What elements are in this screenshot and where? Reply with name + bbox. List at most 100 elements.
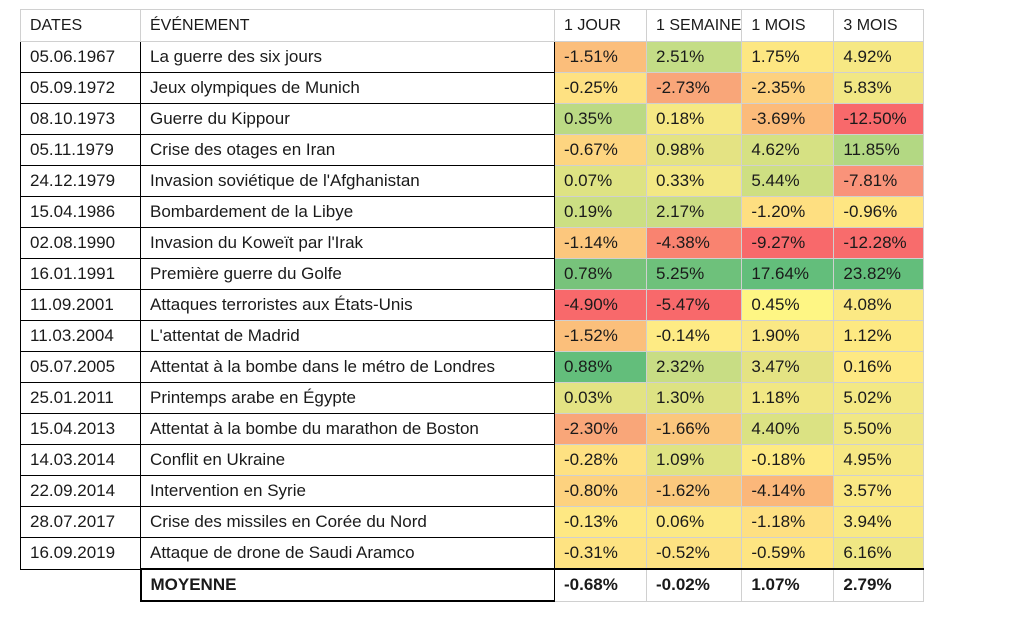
event-name: Attaques terroristes aux États-Unis xyxy=(140,289,555,321)
return-1-day: -0.31% xyxy=(554,537,647,570)
table-row: 15.04.1986 Bombardement de la Libye 0.19% 2… xyxy=(20,196,925,228)
return-1-month: -4.14% xyxy=(741,475,835,507)
event-date: 16.09.2019 xyxy=(20,537,141,570)
return-1-day: 0.88% xyxy=(554,351,647,383)
event-date: 24.12.1979 xyxy=(20,165,141,197)
return-3-months: -12.50% xyxy=(833,103,925,135)
return-1-month: 1.18% xyxy=(741,382,835,414)
return-1-day: 0.07% xyxy=(554,165,647,197)
header-event: ÉVÉNEMENT xyxy=(140,9,555,42)
event-name: Invasion du Koweït par l'Irak xyxy=(140,227,555,259)
return-1-week: -1.66% xyxy=(645,413,743,445)
return-1-week: 0.06% xyxy=(645,506,743,538)
header-1-day: 1 JOUR xyxy=(554,9,647,42)
event-name: La guerre des six jours xyxy=(140,41,555,73)
return-1-day: 0.78% xyxy=(554,258,647,290)
return-3-months: -7.81% xyxy=(833,165,925,197)
return-1-month: -0.18% xyxy=(741,444,835,476)
average-1-week: -0.02% xyxy=(645,568,743,602)
return-1-day: -0.28% xyxy=(554,444,647,476)
table-row: 02.08.1990 Invasion du Koweït par l'Irak -… xyxy=(20,227,925,259)
return-1-week: -1.62% xyxy=(645,475,743,507)
table-row: 08.10.1973 Guerre du Kippour 0.35% 0.18% -3.… xyxy=(20,103,925,135)
footer-spacer xyxy=(21,569,141,601)
return-1-week: 5.25% xyxy=(645,258,743,290)
return-1-month: 3.47% xyxy=(741,351,835,383)
return-1-week: 1.30% xyxy=(645,382,743,414)
average-1-month: 1.07% xyxy=(741,568,835,602)
event-date: 02.08.1990 xyxy=(20,227,141,259)
event-name: Attentat à la bombe du marathon de Bosto… xyxy=(140,413,555,445)
event-name: Conflit en Ukraine xyxy=(140,444,555,476)
average-label: MOYENNE xyxy=(139,568,555,602)
return-3-months: 3.57% xyxy=(833,475,925,507)
header-3-months: 3 MOIS xyxy=(833,9,925,42)
return-3-months: -12.28% xyxy=(833,227,925,259)
return-1-week: 0.33% xyxy=(645,165,743,197)
table-row: 11.03.2004 L'attentat de Madrid -1.52% -0.1… xyxy=(20,320,925,352)
table-row: 05.07.2005 Attentat à la bombe dans le mé… xyxy=(20,351,925,383)
return-1-week: 0.98% xyxy=(645,134,743,166)
table-row: 05.11.1979 Crise des otages en Iran -0.67%… xyxy=(20,134,925,166)
return-1-day: -1.14% xyxy=(554,227,647,259)
event-date: 11.09.2001 xyxy=(20,289,141,321)
event-date: 15.04.2013 xyxy=(20,413,141,445)
return-3-months: 5.50% xyxy=(833,413,925,445)
return-3-months: 4.08% xyxy=(833,289,925,321)
event-name: Invasion soviétique de l'Afghanistan xyxy=(140,165,555,197)
return-1-month: -3.69% xyxy=(741,103,835,135)
return-3-months: 5.02% xyxy=(833,382,925,414)
event-date: 05.06.1967 xyxy=(20,41,141,73)
events-returns-table: DATES ÉVÉNEMENT 1 JOUR 1 SEMAINE 1 MOIS … xyxy=(20,9,925,602)
return-1-day: -0.13% xyxy=(554,506,647,538)
return-1-month: 4.40% xyxy=(741,413,835,445)
return-1-week: -0.14% xyxy=(645,320,743,352)
return-3-months: 6.16% xyxy=(833,537,925,570)
return-3-months: 5.83% xyxy=(833,72,925,104)
event-date: 14.03.2014 xyxy=(20,444,141,476)
event-date: 08.10.1973 xyxy=(20,103,141,135)
event-date: 15.04.1986 xyxy=(20,196,141,228)
table-row: 15.04.2013 Attentat à la bombe du maratho… xyxy=(20,413,925,445)
return-1-month: 1.90% xyxy=(741,320,835,352)
return-1-day: -1.51% xyxy=(554,41,647,73)
event-name: Guerre du Kippour xyxy=(140,103,555,135)
event-date: 05.07.2005 xyxy=(20,351,141,383)
event-name: Attentat à la bombe dans le métro de Lon… xyxy=(140,351,555,383)
header-row: DATES ÉVÉNEMENT 1 JOUR 1 SEMAINE 1 MOIS … xyxy=(20,9,925,42)
table-row: 25.01.2011 Printemps arabe en Égypte 0.03%… xyxy=(20,382,925,414)
return-1-week: 1.09% xyxy=(645,444,743,476)
return-1-day: 0.35% xyxy=(554,103,647,135)
average-3-months: 2.79% xyxy=(833,568,925,602)
event-name: Crise des otages en Iran xyxy=(140,134,555,166)
table-row: 11.09.2001 Attaques terroristes aux États… xyxy=(20,289,925,321)
return-1-month: -1.18% xyxy=(741,506,835,538)
return-1-month: 4.62% xyxy=(741,134,835,166)
event-name: Intervention en Syrie xyxy=(140,475,555,507)
table-row: 16.09.2019 Attaque de drone de Saudi Aram… xyxy=(20,537,925,570)
return-1-month: 5.44% xyxy=(741,165,835,197)
return-1-week: 0.18% xyxy=(645,103,743,135)
event-name: Crise des missiles en Corée du Nord xyxy=(140,506,555,538)
return-1-day: -2.30% xyxy=(554,413,647,445)
table-row: 24.12.1979 Invasion soviétique de l'Afgha… xyxy=(20,165,925,197)
table-row: 28.07.2017 Crise des missiles en Corée du… xyxy=(20,506,925,538)
return-1-day: 0.03% xyxy=(554,382,647,414)
return-1-month: 0.45% xyxy=(741,289,835,321)
return-1-week: 2.17% xyxy=(645,196,743,228)
header-1-week: 1 SEMAINE xyxy=(645,9,743,42)
return-1-day: -0.80% xyxy=(554,475,647,507)
return-3-months: 4.92% xyxy=(833,41,925,73)
event-date: 11.03.2004 xyxy=(20,320,141,352)
event-date: 05.11.1979 xyxy=(20,134,141,166)
event-date: 28.07.2017 xyxy=(20,506,141,538)
event-date: 16.01.1991 xyxy=(20,258,141,290)
return-1-week: -5.47% xyxy=(645,289,743,321)
return-3-months: 3.94% xyxy=(833,506,925,538)
return-1-day: -1.52% xyxy=(554,320,647,352)
return-1-day: 0.19% xyxy=(554,196,647,228)
event-name: Jeux olympiques de Munich xyxy=(140,72,555,104)
event-name: L'attentat de Madrid xyxy=(140,320,555,352)
return-1-month: -2.35% xyxy=(741,72,835,104)
table-row: 14.03.2014 Conflit en Ukraine -0.28% 1.09% -… xyxy=(20,444,925,476)
